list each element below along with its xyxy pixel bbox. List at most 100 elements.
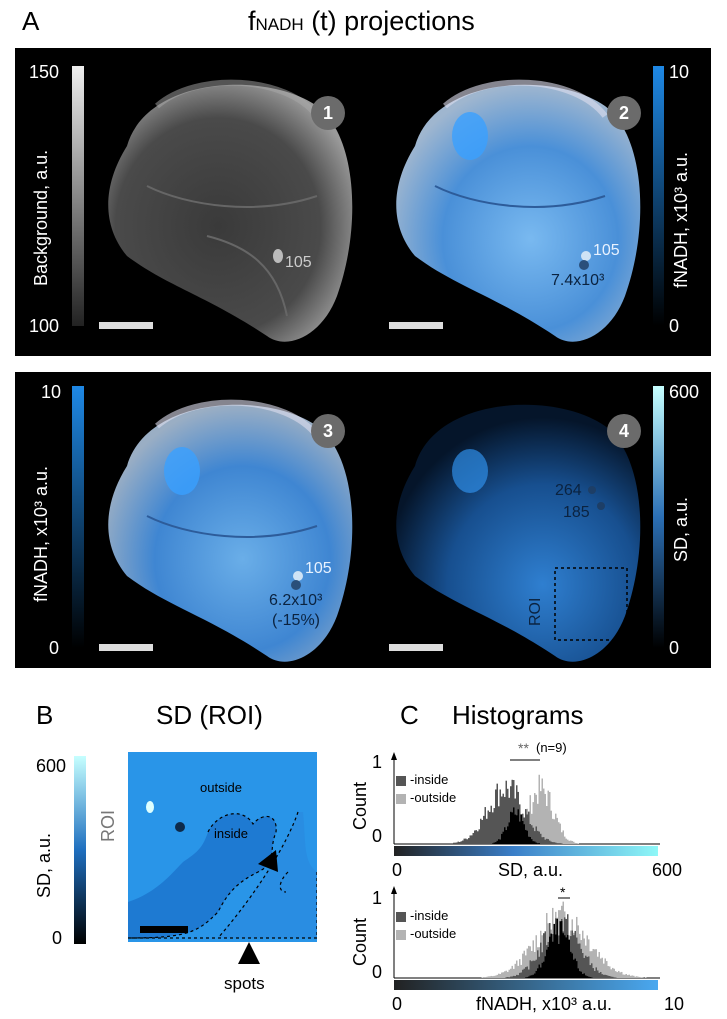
histogram-bar (520, 814, 522, 844)
histogram-bar (529, 837, 531, 844)
histogram-bar (561, 843, 563, 844)
histogram-bar (550, 933, 552, 978)
histogram-bar (484, 977, 486, 978)
histogram-bar (592, 968, 594, 978)
image-row-top: 150 100 Background, a.u. 105 1 105 7.4x1… (15, 48, 711, 356)
histogram-bar (571, 953, 573, 978)
histogram-bar (606, 975, 608, 978)
roi-box (554, 567, 628, 641)
hist-sd-xmax: 600 (652, 860, 683, 880)
histogram-bar (552, 941, 554, 978)
image-4-value-2: 185 (563, 504, 590, 521)
legend-inside-swatch (396, 912, 406, 922)
histogram-bar (540, 791, 542, 844)
hist-fnadh-significance: * (560, 884, 566, 900)
heart-shape (396, 404, 641, 662)
histogram-bar (471, 835, 473, 844)
histogram-bar (607, 966, 609, 978)
histogram-bar (550, 810, 552, 844)
histogram-bar (562, 933, 564, 978)
histogram-bar (493, 842, 495, 844)
histogram-bar (501, 972, 503, 978)
histogram-bar (495, 975, 497, 978)
histogram-bar (592, 948, 594, 978)
histogram-bar (549, 936, 551, 978)
heart-image-2: 105 7.4x10³ 2 (375, 66, 655, 344)
histogram-bar (538, 774, 540, 844)
histogram-bar (577, 943, 579, 978)
histogram-bar (561, 921, 563, 978)
histogram-bar (621, 971, 623, 978)
histogram-bar (604, 958, 606, 978)
histogram-bar (535, 794, 537, 844)
histogram-bar (520, 972, 522, 978)
histogram-bar (507, 971, 509, 978)
legend-inside-swatch (396, 776, 406, 786)
outside-label: outside (200, 780, 242, 795)
histogram-bar (507, 788, 509, 844)
histogram-bar (609, 966, 611, 978)
histogram-bar (505, 977, 507, 978)
histogram-bar (559, 843, 561, 844)
histogram-bar (634, 976, 636, 978)
fnadh-colorbar-label: fNADH, x10³ a.u. (671, 151, 691, 288)
title-rest: (t) projections (303, 6, 475, 36)
histogram-bar (630, 975, 632, 978)
histogram-bar (504, 796, 506, 844)
histogram-bar (579, 943, 581, 978)
histogram-bar (555, 934, 557, 978)
histogram-bar (480, 818, 482, 844)
histogram-bar (627, 975, 629, 978)
histogram-bar (508, 797, 510, 844)
measure-point (579, 260, 589, 270)
histogram-bar (642, 977, 644, 978)
hist-fnadh-plot (391, 886, 660, 979)
histogram-bar (526, 966, 528, 978)
histogram-bar (594, 949, 596, 978)
histogram-bar (552, 818, 554, 844)
histogram-bar (613, 968, 615, 978)
histogram-bar (600, 958, 602, 978)
histogram-bar (522, 969, 524, 978)
hist-fnadh-xmin: 0 (392, 994, 403, 1014)
histogram-bar (573, 935, 575, 978)
panel-a-title: fNADH (t) projections (248, 6, 475, 37)
histogram-bar (589, 951, 591, 978)
sd-colorbar (653, 386, 664, 648)
histogram-bar (453, 842, 455, 844)
histogram-bar (556, 843, 558, 844)
image-4-value-1: 264 (555, 482, 582, 499)
histogram-bar (465, 838, 467, 844)
histogram-bar (523, 824, 525, 844)
histogram-bar (528, 969, 530, 978)
histogram-bar (565, 937, 567, 978)
histogram-bar (514, 814, 516, 844)
heart-shape (108, 84, 353, 342)
histogram-bar (531, 961, 533, 978)
histogram-bar (525, 967, 527, 978)
histogram-bar (541, 962, 543, 978)
title-f: f (248, 6, 256, 36)
histogram-bar (523, 968, 525, 978)
histogram-bar (571, 840, 573, 844)
histogram-bar (538, 831, 540, 844)
histogram-bar (516, 815, 518, 844)
histogram-bar (519, 821, 521, 844)
hist-sd-plot (391, 752, 660, 845)
histogram-bar (493, 975, 495, 978)
fnadh-colorbar-left (72, 386, 84, 648)
histogram-bar (598, 972, 600, 978)
histogram-bar (531, 839, 533, 844)
background-colorbar-min: 100 (29, 316, 60, 336)
histogram-bar (612, 967, 614, 978)
histogram-bar (486, 818, 488, 844)
image-2-value-ref: 105 (593, 242, 620, 259)
histogram-bar (499, 839, 501, 844)
legend-inside-label: -inside (410, 908, 449, 923)
reference-point (273, 249, 283, 263)
histogram-bar (562, 830, 564, 844)
heart-image-1: 105 1 (87, 66, 367, 344)
histogram-bar (546, 838, 548, 844)
histogram-bar (486, 976, 488, 978)
image-4-badge: 4 (607, 414, 641, 448)
